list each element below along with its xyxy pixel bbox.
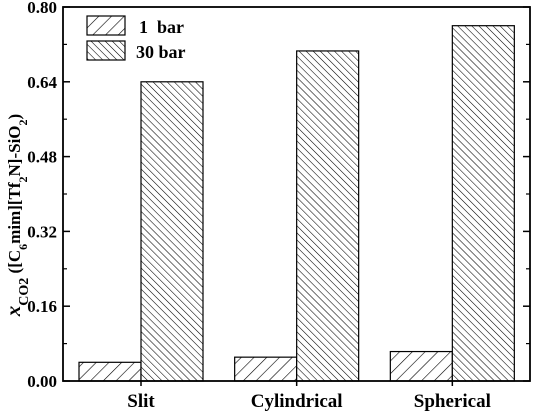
- legend-label-1bar: 1 bar: [139, 17, 184, 37]
- bar-cylindrical-1bar: [234, 356, 298, 382]
- bar-slit-30bar: [140, 81, 204, 382]
- y-tick-label: 0.80: [27, 0, 57, 17]
- x-tick-label-slit: Slit: [127, 391, 155, 411]
- y-tick-label: 0.00: [27, 372, 57, 391]
- x-tick-label-spherical: Spherical: [414, 391, 491, 411]
- plot-frame: [62, 6, 531, 382]
- x-tick-label-cylindrical: Cylindrical: [251, 391, 343, 411]
- y-axis-label-sub2: 6: [16, 244, 30, 250]
- bar-cylindrical-30bar: [296, 50, 360, 382]
- bar-slit-1bar: [78, 361, 142, 382]
- plot-area: Slit Cylindrical Spherical 0.00 0.16 0.32 0.48…: [27, 0, 531, 411]
- y-axis-label-text3: N]-SiO: [5, 125, 24, 176]
- y-axis-label-sub3: 2: [16, 176, 30, 182]
- y-tick-label: 0.48: [27, 148, 57, 167]
- y-axis-label-text1: ([C: [5, 250, 24, 278]
- y-tick-label: 0.32: [27, 222, 57, 241]
- y-tick-label: 0.64: [27, 73, 57, 92]
- y-axis-label-sub4: 2: [16, 119, 30, 125]
- legend-label-30bar: 30 bar: [136, 42, 186, 62]
- legend-swatch-1bar: [86, 15, 126, 36]
- y-axis-label: xCO2 ([C6mim][Tf2N]-SiO2): [1, 114, 32, 317]
- y-axis-label-sub1: CO2: [17, 278, 32, 306]
- bar-spherical-1bar: [389, 350, 453, 382]
- y-axis-label-main: x: [1, 306, 25, 318]
- legend: 1 bar 30 bar: [86, 15, 186, 62]
- y-tick-label: 0.16: [27, 297, 57, 316]
- y-axis-label-text2: mim][Tf: [5, 182, 24, 244]
- legend-swatch-30bar: [86, 40, 126, 61]
- bar-spherical-30bar: [451, 25, 515, 382]
- y-axis-label-text4: ): [5, 114, 24, 120]
